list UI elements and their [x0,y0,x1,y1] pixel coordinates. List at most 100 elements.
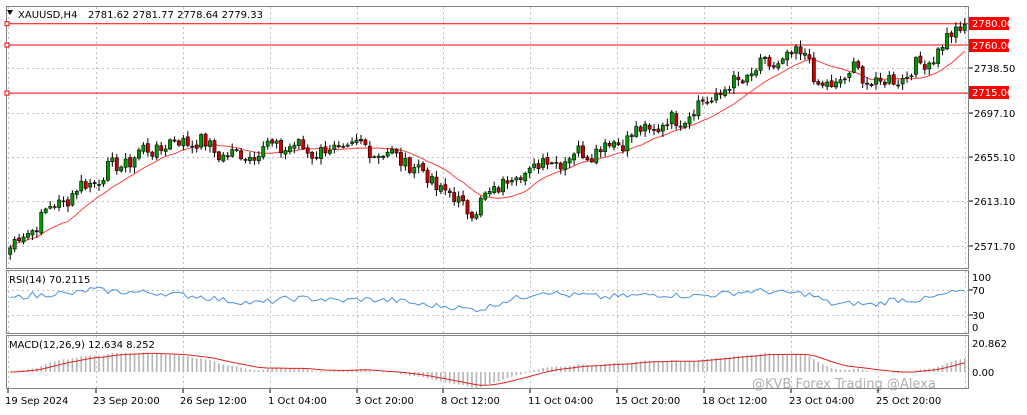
candle-body [403,157,408,167]
candle-body [381,155,386,158]
candle-body [843,78,847,81]
candle-body [430,176,434,184]
candle-body [914,57,918,75]
candle-body [820,82,825,86]
candle-body [319,147,323,159]
candle-body [714,93,719,101]
candle-body [665,124,670,127]
candle-body [447,190,452,193]
macd-label: MACD(12,26,9) 12.634 8.252 [9,340,155,351]
candle-body [585,156,590,161]
candle-body [945,33,949,50]
candle-body [114,157,119,171]
candle-body [629,134,634,138]
candle-body [301,139,306,150]
candle-body [359,139,363,142]
candle-body [763,56,767,59]
candle-body [829,80,834,87]
candle-body [785,51,790,61]
candle-body [869,83,874,86]
candle-body [745,74,750,83]
price-axis[interactable]: 2738.50 2697.10 2655.10 2613.10 2571.70 [969,64,1015,253]
candle-body [887,75,892,84]
candle-body [705,101,710,104]
candle-body [523,172,528,182]
candle-body [696,100,701,117]
candle-body [767,56,772,67]
candle-body [660,124,665,132]
candle-body [21,236,26,243]
candle-body [563,161,568,170]
candle-body [891,74,896,85]
candle-body [252,157,257,161]
candle-body [922,64,927,70]
candle-body [927,62,932,70]
candle-body [74,190,79,195]
candle-body [740,80,745,84]
candle-body [700,99,705,102]
candle-body [669,111,674,125]
candle-body [181,138,186,147]
candle-body [847,73,852,78]
candle-body [687,116,692,125]
candle-body [70,193,75,206]
candle-body [327,149,332,154]
rsi-tick: 100 [972,273,991,284]
candle-body [825,81,830,87]
candle-body [758,57,763,71]
rsi-axis: 100 70 30 0 [969,273,991,334]
candle-body [851,61,856,73]
candle-body [66,199,70,207]
candle-body [390,149,394,154]
price-panel[interactable] [6,6,969,269]
price-tick: 2738.50 [974,64,1015,75]
rsi-layer [10,286,965,313]
candle-body [496,187,501,193]
candle-body [43,208,48,213]
level-handle [4,90,10,96]
candle-body [194,144,199,149]
candle-body [132,157,137,168]
candle-body [407,157,412,173]
candle-body [860,66,865,84]
candle-body [958,26,963,31]
level-labels[interactable]: 2780.00 2760.00 2715.00 [969,17,1013,99]
macd-panel[interactable] [6,335,969,389]
candle-body [678,125,683,128]
candle-body [558,162,563,170]
candle-body [692,114,696,117]
candle-body [483,192,488,200]
candle-body [283,150,288,155]
candle-body [8,247,13,255]
price-tick: 2613.10 [974,197,1015,208]
rsi-panel[interactable] [6,270,969,334]
price-levels[interactable] [4,21,968,96]
candle-body [487,190,492,195]
candle-body [141,144,146,152]
candle-body [376,155,381,158]
candle-body [949,32,954,38]
candle-body [789,51,794,55]
candle-body [234,149,239,151]
candle-body [416,164,421,168]
candle-body [128,157,132,168]
candle-body [501,178,505,193]
price-tick: 2655.10 [974,153,1015,164]
candle-body [514,177,519,181]
candle-body [709,100,714,103]
candle-body [363,139,368,145]
candle-body [834,81,838,88]
time-axis[interactable]: 19 Sep 2024 23 Sep 20:00 26 Sep 12:00 1 … [5,389,941,407]
candle-body [239,150,243,160]
candle-body [425,169,430,183]
candle-body [230,149,235,157]
candle-body [510,180,514,183]
candle-body [554,162,559,164]
candle-body [221,154,226,162]
collapse-arrow-icon[interactable] [7,10,13,15]
candle-body [465,200,470,215]
candle-body [683,123,687,128]
candle-body [865,82,870,85]
candle-body [345,144,350,147]
